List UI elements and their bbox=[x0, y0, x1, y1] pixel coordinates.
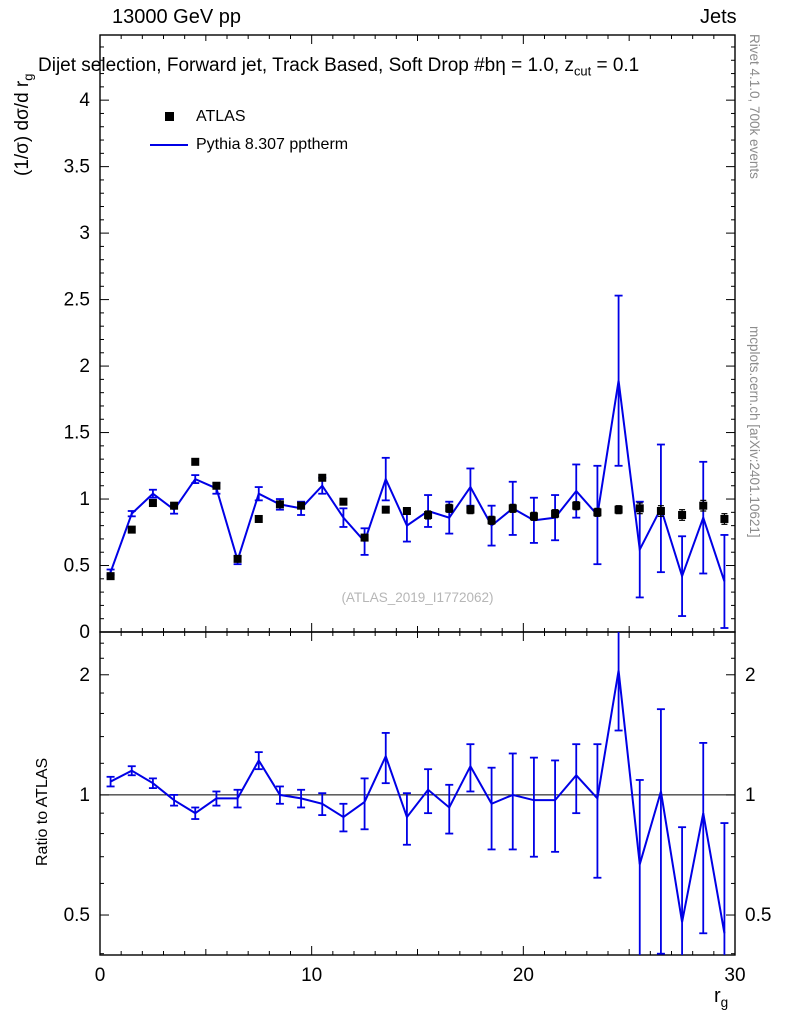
svg-text:0.5: 0.5 bbox=[64, 905, 90, 926]
svg-text:4: 4 bbox=[79, 90, 90, 111]
svg-text:30: 30 bbox=[724, 965, 745, 986]
svg-text:1.5: 1.5 bbox=[64, 423, 90, 444]
svg-text:1: 1 bbox=[79, 785, 90, 806]
svg-text:2: 2 bbox=[745, 665, 756, 686]
filled-square-icon bbox=[146, 108, 192, 126]
svg-text:10: 10 bbox=[301, 965, 322, 986]
legend-item-atlas: ATLAS bbox=[146, 103, 348, 131]
svg-text:3: 3 bbox=[79, 223, 90, 244]
line-sample-icon bbox=[146, 136, 192, 154]
plot-title-subscript: cut bbox=[573, 63, 592, 79]
rivet-version-note: Rivet 4.1.0, 700k events bbox=[747, 34, 762, 179]
svg-text:2: 2 bbox=[79, 356, 90, 377]
x-axis-label-subscript: g bbox=[720, 994, 729, 1010]
svg-text:2.5: 2.5 bbox=[64, 290, 90, 311]
svg-text:0.5: 0.5 bbox=[745, 905, 771, 926]
svg-text:1: 1 bbox=[79, 489, 90, 510]
x-axis-label-text: r bbox=[714, 985, 721, 1007]
svg-text:1: 1 bbox=[745, 785, 756, 806]
beam-energy-label: 13000 GeV pp bbox=[112, 6, 241, 28]
svg-text:3.5: 3.5 bbox=[64, 157, 90, 178]
legend-label: ATLAS bbox=[196, 108, 246, 125]
process-label: Jets bbox=[700, 6, 737, 28]
legend-item-pythia: Pythia 8.307 pptherm bbox=[146, 131, 348, 159]
x-axis-label: rg bbox=[714, 985, 728, 1010]
analysis-id-watermark: (ATLAS_2019_I1772062) bbox=[341, 590, 494, 605]
y-axis-label-ratio: Ratio to ATLAS bbox=[34, 757, 51, 866]
mcplots-reference-note: mcplots.cern.ch [arXiv:2401.10621] bbox=[747, 326, 762, 538]
plot-title: Dijet selection, Forward jet, Track Base… bbox=[38, 55, 639, 79]
svg-text:20: 20 bbox=[513, 965, 534, 986]
y-axis-label-main-text: (1/σ) dσ/d r bbox=[12, 80, 33, 176]
svg-text:0: 0 bbox=[95, 965, 106, 986]
legend: ATLAS Pythia 8.307 pptherm bbox=[146, 103, 348, 159]
svg-text:0: 0 bbox=[79, 622, 90, 643]
svg-text:2: 2 bbox=[79, 665, 90, 686]
plot-title-text: Dijet selection, Forward jet, Track Base… bbox=[38, 55, 574, 76]
plot-title-tail: = 0.1 bbox=[591, 55, 640, 76]
legend-label: Pythia 8.307 pptherm bbox=[196, 136, 349, 153]
y-axis-label-main: (1/σ) dσ/d rg bbox=[12, 74, 36, 176]
svg-text:0.5: 0.5 bbox=[64, 556, 90, 577]
y-axis-label-main-subscript: g bbox=[20, 73, 36, 81]
